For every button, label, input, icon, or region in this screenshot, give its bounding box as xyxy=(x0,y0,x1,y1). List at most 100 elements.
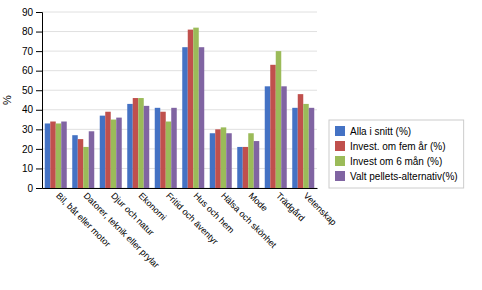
bar xyxy=(116,118,122,188)
legend-label: Invest. om fem år (%) xyxy=(350,141,446,152)
bar xyxy=(281,86,287,188)
bar xyxy=(254,141,260,188)
x-tick-label: Hälsa och skönhet xyxy=(219,191,279,251)
bar xyxy=(237,147,243,188)
plot: 0 10 20 30 40 50 60 70 80 90 Bil, båt eller motorD… xyxy=(1,7,464,270)
bar xyxy=(127,104,133,188)
y-tick-label: 70 xyxy=(22,46,34,57)
bar xyxy=(133,98,139,188)
bar xyxy=(144,106,150,188)
bar xyxy=(89,131,95,188)
y-tick: 60 xyxy=(22,65,42,76)
y-tick: 10 xyxy=(22,163,42,174)
grid xyxy=(42,12,317,188)
bar xyxy=(45,123,51,188)
bar xyxy=(276,51,282,188)
bar xyxy=(56,123,62,188)
legend-item: Invest. om fem år (%) xyxy=(335,141,446,152)
y-tick-mark xyxy=(36,129,42,130)
bar xyxy=(221,127,227,188)
bar xyxy=(83,147,89,188)
x-tick: Hälsa och skönhet xyxy=(219,188,279,250)
y-tick-label: 30 xyxy=(22,124,34,135)
bar xyxy=(50,122,56,188)
series xyxy=(45,47,298,188)
x-tick-label: Ekonomi xyxy=(137,191,169,223)
series xyxy=(50,30,303,188)
legend-frame xyxy=(329,120,464,188)
y-tick-mark xyxy=(36,12,42,13)
y-tick: 50 xyxy=(22,85,42,96)
x-axis-line xyxy=(43,188,318,189)
legend-item: Invest om 6 mån (%) xyxy=(335,156,442,167)
grid-line xyxy=(42,12,317,13)
bar xyxy=(226,133,232,188)
legend-item: Valt pellets-alternativ(%) xyxy=(335,171,458,182)
bar xyxy=(298,94,304,188)
y-tick-mark xyxy=(36,51,42,52)
legend-label: Alla i snitt (%) xyxy=(350,126,411,137)
bar xyxy=(265,86,271,188)
y-tick: 40 xyxy=(22,104,42,115)
y-tick: 0 xyxy=(27,183,42,194)
y-tick-mark xyxy=(36,71,42,72)
y-tick-label: 50 xyxy=(22,85,34,96)
bar xyxy=(111,120,117,188)
y-tick-label: 80 xyxy=(22,26,34,37)
bars xyxy=(45,28,315,188)
bar xyxy=(303,104,309,188)
series xyxy=(56,28,309,188)
y-tick-label: 90 xyxy=(22,7,34,18)
bar xyxy=(199,47,205,188)
y-tick: 30 xyxy=(22,124,42,135)
y-axis-line xyxy=(36,13,43,189)
series xyxy=(61,47,314,188)
bar xyxy=(215,129,221,188)
y-tick-label: 20 xyxy=(22,144,34,155)
bar xyxy=(138,98,144,188)
bar xyxy=(292,108,298,188)
bar xyxy=(78,139,84,188)
y-tick-mark xyxy=(36,110,42,111)
y-tick-mark xyxy=(36,168,42,169)
x-tick: Vetenskap xyxy=(302,188,339,227)
bar xyxy=(61,122,67,188)
bar xyxy=(72,135,78,188)
x-axis: Bil, båt eller motorDatorer, teknik elle… xyxy=(43,188,339,270)
bar xyxy=(309,108,315,188)
x-tick-label: Trädgård xyxy=(274,191,307,224)
y-tick: 20 xyxy=(22,144,42,155)
legend: Alla i snitt (%) Invest. om fem år (%) Inv… xyxy=(329,120,464,188)
legend-item: Alla i snitt (%) xyxy=(335,126,411,137)
bar xyxy=(248,133,254,188)
y-tick-mark xyxy=(36,90,42,91)
bar xyxy=(270,65,276,188)
x-tick: Ekonomi xyxy=(137,188,169,222)
x-tick-label: Mode xyxy=(247,191,270,214)
bar xyxy=(155,108,161,188)
y-tick-mark xyxy=(36,188,42,189)
legend-label: Invest om 6 mån (%) xyxy=(350,156,442,167)
y-tick: 80 xyxy=(22,26,42,37)
y-tick: 70 xyxy=(22,46,42,57)
legend-label: Valt pellets-alternativ(%) xyxy=(350,171,458,182)
chart: 0 10 20 30 40 50 60 70 80 90 Bil, båt eller motorD… xyxy=(0,0,482,290)
bar xyxy=(193,28,199,188)
x-tick: Trädgård xyxy=(274,188,307,223)
y-tick-label: 60 xyxy=(22,65,34,76)
y-tick-label: 40 xyxy=(22,104,34,115)
legend-swatch xyxy=(335,156,345,166)
y-axis: 0 10 20 30 40 50 60 70 80 90 xyxy=(22,7,43,194)
bar xyxy=(171,108,177,188)
y-tick-mark xyxy=(36,32,42,33)
y-tick: 90 xyxy=(22,7,42,18)
y-axis-title: % xyxy=(1,95,13,105)
bar xyxy=(188,30,194,188)
legend-swatch xyxy=(335,141,345,151)
bar xyxy=(100,116,106,188)
bar xyxy=(182,47,188,188)
legend-swatch xyxy=(335,171,345,181)
bar xyxy=(160,112,166,188)
bar xyxy=(210,133,216,188)
y-tick-mark xyxy=(36,149,42,150)
